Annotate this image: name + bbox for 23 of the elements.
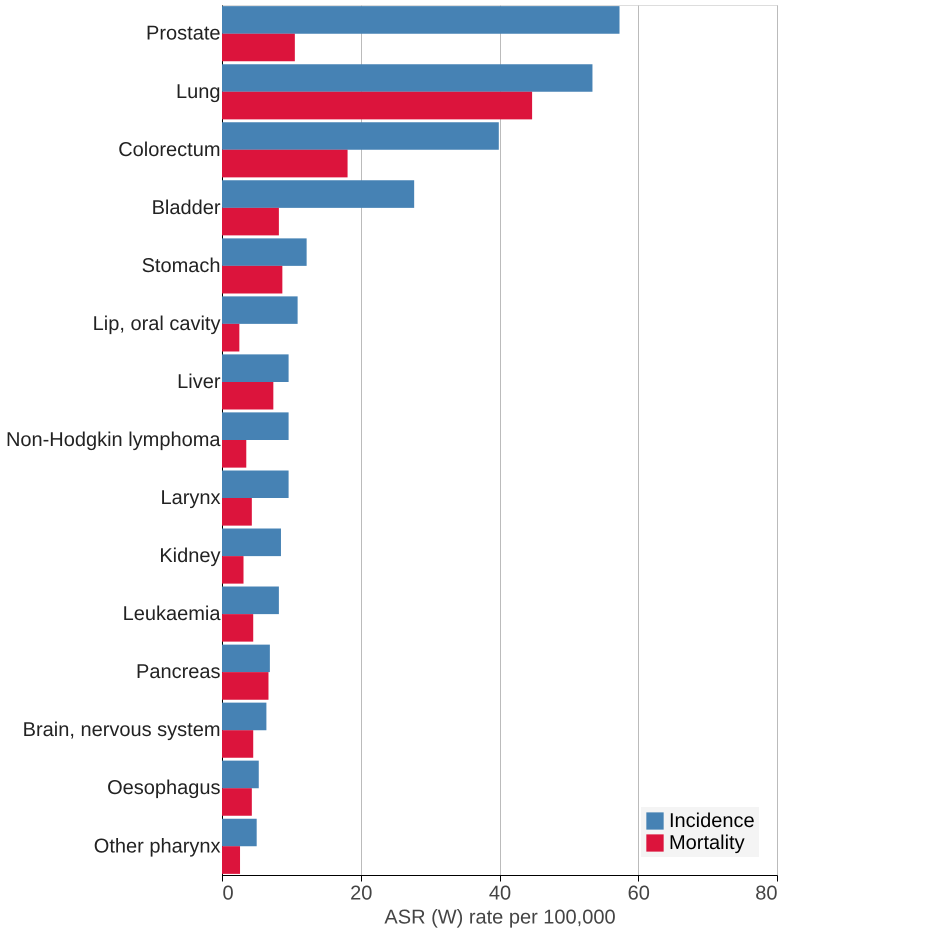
y-tick-label: Brain, nervous system [22, 719, 220, 742]
y-tick-label: Kidney [159, 545, 220, 568]
legend-label: Incidence [669, 810, 755, 832]
y-tick-label: Oesophagus [107, 777, 220, 800]
x-axis-title: ASR (W) rate per 100,000 [384, 906, 616, 928]
x-tick-label: 60 [628, 882, 650, 904]
y-tick-label: Bladder [152, 196, 221, 219]
y-tick-label: Prostate [146, 22, 220, 45]
x-tick-label: 0 [222, 882, 234, 904]
y-tick-label: Non-Hodgkin lymphoma [6, 429, 222, 451]
y-tick-label: Colorectum [118, 138, 220, 161]
x-tick-label: 80 [755, 882, 778, 904]
y-tick-label: Lung [176, 80, 220, 103]
x-tick-label: 40 [488, 882, 512, 904]
y-tick-label: Lip, oral cavity [92, 312, 220, 335]
legend-label: Mortality [669, 832, 745, 854]
y-tick-label: Pancreas [136, 661, 220, 684]
y-tick-label: Liver [177, 370, 221, 393]
y-tick-label: Stomach [142, 254, 220, 277]
x-tick-label: 20 [350, 882, 372, 904]
y-tick-label: Leukaemia [122, 603, 222, 626]
y-tick-label: Other pharynx [94, 835, 220, 858]
y-tick-label: Larynx [160, 487, 220, 510]
